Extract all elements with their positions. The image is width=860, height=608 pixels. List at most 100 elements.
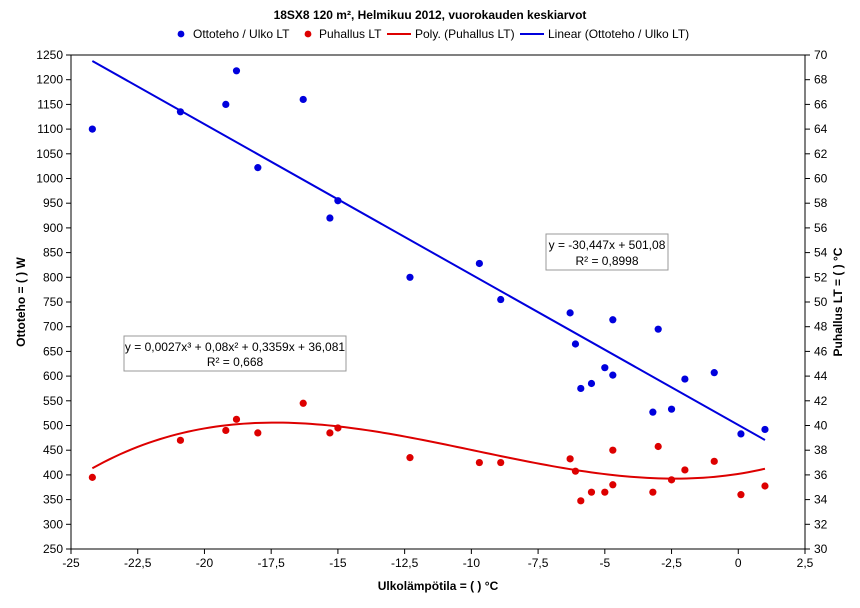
y-tick-label: 650 bbox=[43, 344, 63, 358]
x-tick-label: -12,5 bbox=[391, 556, 419, 570]
ottoteho-point bbox=[710, 369, 718, 377]
ottoteho-point bbox=[654, 325, 662, 333]
y2-tick-label: 60 bbox=[814, 172, 828, 186]
y2-tick-label: 40 bbox=[814, 419, 828, 433]
y2-tick-label: 34 bbox=[814, 493, 828, 507]
poly-equation-box: y = 0,0027x³ + 0,08x² + 0,3359x + 36,081… bbox=[123, 335, 347, 372]
y2-tick-label: 36 bbox=[814, 468, 828, 482]
y-tick-label: 950 bbox=[43, 196, 63, 210]
x-tick-label: -20 bbox=[196, 556, 214, 570]
ticks-layer: -25 -22,5 -20 -17,5 -15 -12,5 -10 -7,5 -5 -2,5 0 2,… bbox=[36, 48, 827, 570]
poly-equation-frame bbox=[123, 335, 347, 372]
y-axis-title: Ottoteho = ( ) W bbox=[14, 257, 28, 347]
ottoteho-point bbox=[497, 295, 505, 304]
y2-axis-title: Puhallus LT = ( ) °C bbox=[831, 247, 845, 356]
y-tick-label: 1100 bbox=[37, 122, 63, 136]
y2-tick-label: 54 bbox=[814, 246, 828, 260]
puhallus-point bbox=[587, 488, 596, 496]
puhallus-point bbox=[649, 488, 657, 496]
puhallus-point bbox=[497, 458, 505, 467]
y-tick-label: 800 bbox=[43, 270, 63, 284]
poly-trendline bbox=[91, 421, 766, 480]
ottoteho-point bbox=[232, 67, 241, 75]
puhallus-point bbox=[222, 426, 230, 435]
linear-equation-frame bbox=[545, 233, 669, 271]
y2-tick-label: 66 bbox=[814, 97, 828, 111]
puhallus-point bbox=[710, 457, 718, 465]
y2-tick-label: 56 bbox=[814, 221, 828, 235]
x-tick-label: -2,5 bbox=[661, 556, 682, 570]
ottoteho-point bbox=[176, 108, 185, 116]
ottoteho-point bbox=[577, 384, 585, 393]
puhallus-point bbox=[654, 442, 662, 451]
ottoteho-point bbox=[299, 95, 307, 104]
x-tick-label: -22,5 bbox=[124, 556, 152, 570]
legend-label-ottoteho: Ottoteho / Ulko LT bbox=[193, 27, 290, 41]
x-tick-label: 2,5 bbox=[797, 556, 814, 570]
puhallus-point bbox=[176, 436, 185, 444]
ottoteho-point bbox=[667, 405, 676, 413]
puhallus-point bbox=[737, 491, 745, 499]
y2-tick-label: 32 bbox=[814, 517, 828, 531]
puhallus-point bbox=[761, 482, 769, 490]
y-tick-label: 700 bbox=[43, 320, 63, 334]
y2-tick-label: 52 bbox=[814, 270, 828, 284]
ottoteho-point bbox=[406, 273, 414, 281]
y2-tick-label: 50 bbox=[814, 295, 828, 309]
legend-label-puhallus: Puhallus LT bbox=[319, 27, 382, 41]
y2-tick-label: 38 bbox=[814, 443, 828, 457]
ottoteho-point bbox=[587, 379, 596, 388]
puhallus-point bbox=[254, 429, 262, 437]
y2-tick-label: 62 bbox=[814, 147, 828, 161]
legend-marker-ottoteho bbox=[177, 30, 185, 38]
y-tick-label: 450 bbox=[43, 443, 63, 457]
ottoteho-point bbox=[737, 430, 745, 438]
poly-r-squared: R² = 0,668 bbox=[207, 355, 264, 369]
puhallus-point bbox=[299, 399, 307, 407]
ottoteho-point bbox=[88, 125, 96, 133]
puhallus-point bbox=[566, 455, 574, 463]
y-tick-label: 400 bbox=[43, 468, 63, 482]
y-tick-label: 850 bbox=[43, 246, 63, 260]
y-tick-label: 1150 bbox=[37, 97, 63, 111]
puhallus-point bbox=[667, 476, 676, 484]
puhallus-point bbox=[601, 488, 609, 496]
trend-layer bbox=[91, 60, 766, 480]
ottoteho-point bbox=[761, 425, 769, 434]
linear-trendline bbox=[91, 60, 766, 441]
y-tick-label: 1200 bbox=[36, 73, 63, 87]
puhallus-point bbox=[609, 481, 617, 489]
y-tick-label: 300 bbox=[43, 517, 63, 531]
puhallus-point bbox=[334, 424, 342, 432]
chart-title: 18SX8 120 m², Helmikuu 2012, vuorokauden… bbox=[274, 8, 587, 22]
y2-tick-label: 46 bbox=[814, 344, 828, 358]
y2-tick-label: 70 bbox=[814, 48, 828, 62]
y2-tick-label: 44 bbox=[814, 369, 828, 383]
y-tick-label: 900 bbox=[43, 221, 63, 235]
y-tick-label: 250 bbox=[43, 542, 63, 556]
ottoteho-point bbox=[222, 100, 230, 108]
puhallus-point bbox=[681, 466, 689, 474]
ottoteho-point bbox=[254, 164, 262, 172]
plot-area bbox=[70, 54, 806, 550]
x-tick-label: -10 bbox=[463, 556, 481, 570]
x-tick-label: -5 bbox=[599, 556, 610, 570]
x-axis-title: Ulkolämpötila = ( ) °C bbox=[378, 579, 499, 593]
puhallus-point bbox=[406, 454, 414, 462]
linear-equation: y = -30,447x + 501,08 bbox=[549, 238, 666, 252]
y-tick-label: 1250 bbox=[36, 48, 63, 62]
ottoteho-point bbox=[609, 316, 617, 324]
x-tick-label: -15 bbox=[329, 556, 347, 570]
ottoteho-point bbox=[566, 309, 574, 317]
legend-label-linear: Linear (Ottoteho / Ulko LT) bbox=[548, 27, 689, 41]
x-tick-label: 0 bbox=[735, 556, 742, 570]
y-tick-label: 750 bbox=[43, 295, 63, 309]
poly-equation: y = 0,0027x³ + 0,08x² + 0,3359x + 36,081 bbox=[125, 340, 345, 354]
y-tick-label: 350 bbox=[43, 493, 63, 507]
y2-tick-label: 42 bbox=[814, 394, 828, 408]
y2-tick-label: 68 bbox=[814, 73, 828, 87]
y-tick-label: 1000 bbox=[36, 172, 63, 186]
legend-label-poly: Poly. (Puhallus LT) bbox=[415, 27, 515, 41]
puhallus-point bbox=[577, 497, 585, 505]
